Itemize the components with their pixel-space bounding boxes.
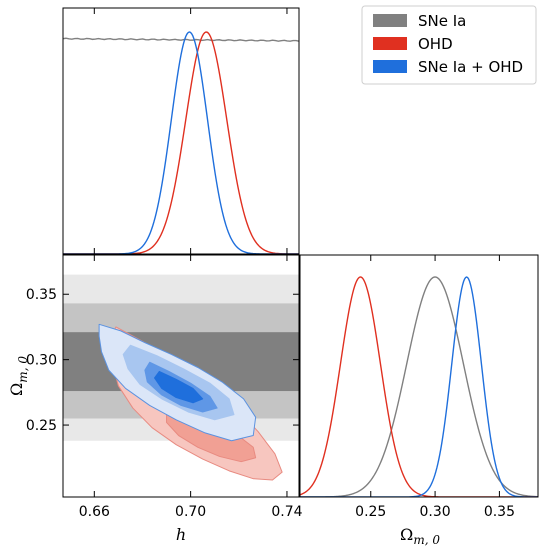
legend-swatch-2 bbox=[373, 60, 407, 73]
panel-omega-frame bbox=[299, 254, 539, 498]
svg-text:Ωm, 0: Ωm, 0 bbox=[7, 356, 30, 396]
h-posterior-2 bbox=[63, 31, 299, 254]
xlabel-omega: Ωm, 0 bbox=[400, 525, 440, 547]
omega-posterior-0 bbox=[300, 276, 538, 497]
omega-posterior-2 bbox=[300, 276, 538, 497]
h-posterior-1 bbox=[63, 31, 299, 254]
svg-text:Ωm, 0: Ωm, 0 bbox=[400, 525, 440, 547]
legend-label-1: OHD bbox=[418, 35, 453, 53]
ylabel-omega-main: Ω bbox=[7, 383, 26, 396]
xlabel-h: h bbox=[176, 525, 186, 544]
combined-contour-0.5sigma bbox=[154, 370, 204, 404]
legend-swatch-1 bbox=[373, 37, 407, 50]
ylabel-omega-sub: m, 0 bbox=[16, 356, 30, 383]
omega-ytick-label-2: 0.35 bbox=[26, 287, 57, 303]
omega-ytick-label-1: 0.30 bbox=[26, 353, 57, 369]
panel-h-1d bbox=[62, 7, 300, 255]
legend-swatch-0 bbox=[373, 14, 407, 27]
xlabel-omega-main: Ω bbox=[400, 525, 413, 544]
h-tick-label-2: 0.74 bbox=[271, 504, 302, 520]
xlabel-omega-sub: m, 0 bbox=[413, 533, 440, 547]
legend: SNe Ia OHD SNe Ia + OHD bbox=[361, 5, 537, 85]
h-posterior-0 bbox=[63, 37, 299, 42]
panel-omega-1d: 0.25 0.30 0.35 Ωm, 0 bbox=[299, 254, 539, 547]
omega-xtick-label-0: 0.25 bbox=[355, 504, 386, 520]
panel-2d-frame bbox=[62, 254, 300, 498]
legend-label-2: SNe Ia + OHD bbox=[418, 58, 523, 76]
omega-posterior-1 bbox=[300, 276, 538, 497]
h-tick-label-0: 0.66 bbox=[79, 504, 110, 520]
panel-h-omega-2d: 0.66 0.70 0.74 0.25 0.30 0.35 h Ωm, 0 bbox=[7, 254, 303, 544]
legend-label-0: SNe Ia bbox=[418, 12, 466, 30]
ylabel-omega: Ωm, 0 bbox=[7, 356, 30, 396]
panel-h-frame bbox=[62, 7, 300, 255]
h-tick-label-1: 0.70 bbox=[175, 504, 206, 520]
omega-xtick-label-1: 0.30 bbox=[419, 504, 450, 520]
omega-xtick-label-2: 0.35 bbox=[484, 504, 515, 520]
omega-ytick-label-0: 0.25 bbox=[26, 418, 57, 434]
